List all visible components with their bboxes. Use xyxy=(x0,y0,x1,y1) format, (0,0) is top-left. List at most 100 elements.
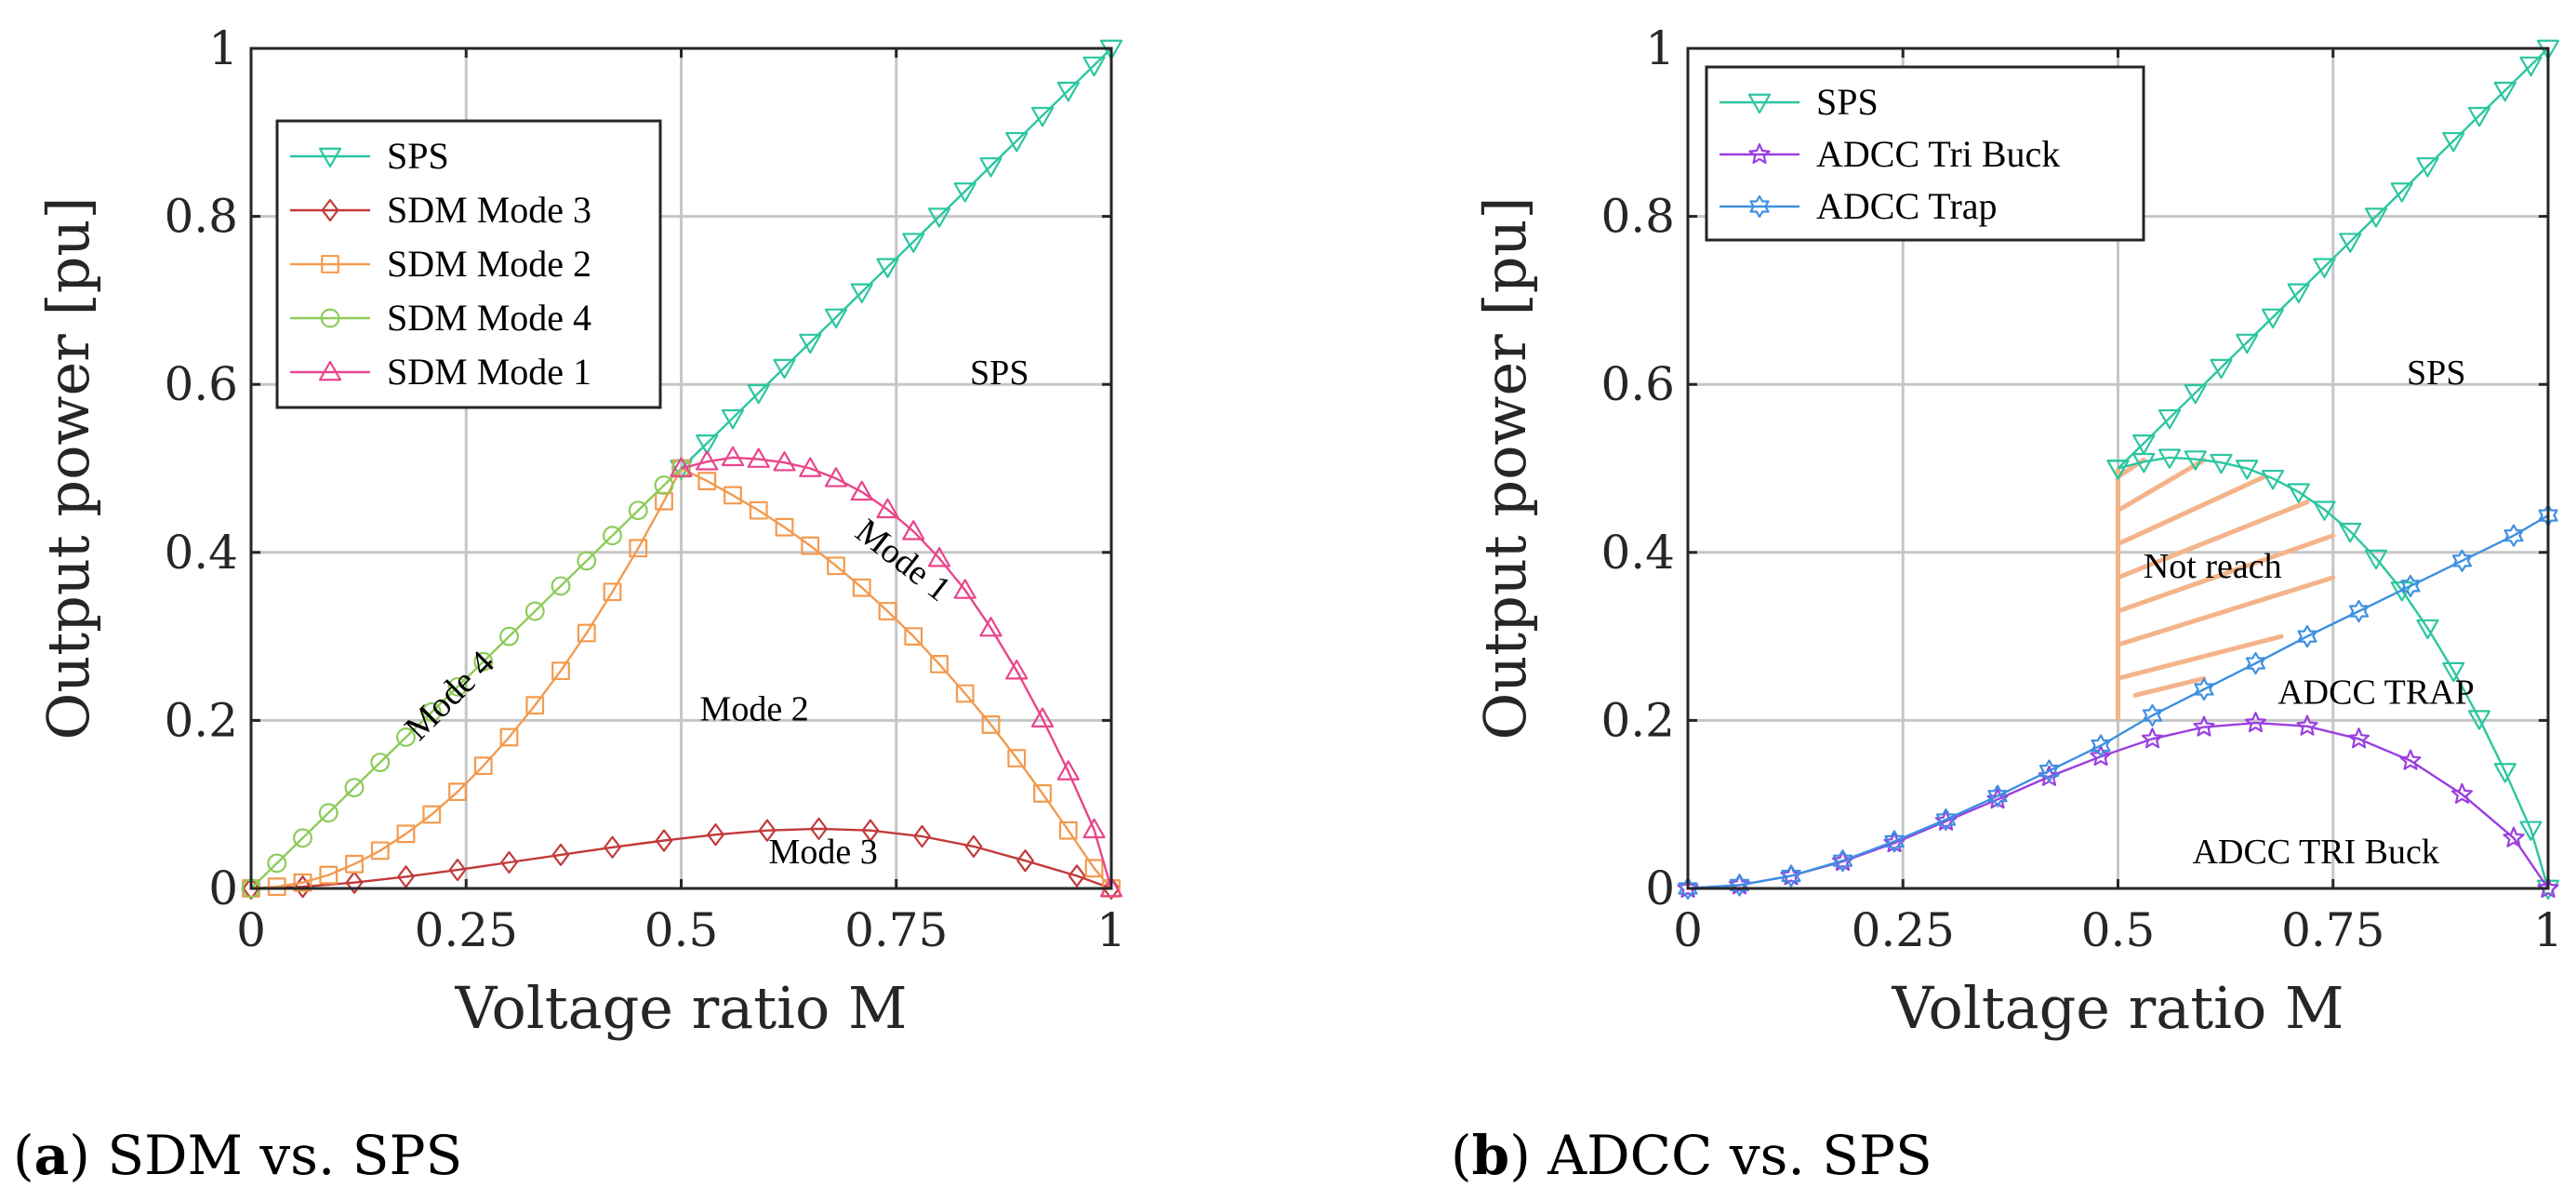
data-point xyxy=(1884,830,1905,853)
data-point xyxy=(2184,383,2207,405)
data-point xyxy=(242,876,260,901)
legend-entry: SDM Mode 2 xyxy=(290,243,591,285)
series-sdm-mode-4 xyxy=(241,459,691,899)
data-point xyxy=(344,778,365,798)
region-hatch-line xyxy=(2116,457,2207,514)
data-point xyxy=(964,834,983,858)
data-point xyxy=(396,824,416,844)
data-point xyxy=(2450,782,2474,804)
data-point xyxy=(2313,258,2336,278)
region-hatch-line xyxy=(2116,533,2336,614)
data-point xyxy=(397,865,415,888)
data-point xyxy=(2236,460,2259,480)
data-point xyxy=(2244,712,2267,733)
data-point xyxy=(1729,874,1750,897)
y-tick-label: 0.8 xyxy=(1600,190,1675,244)
legend-entry: ADCC Tri Buck xyxy=(1720,133,2060,175)
data-point xyxy=(2399,749,2422,770)
panel-b-adcc-vs-sps: Not reach 0 0.25 0.5 0.75 1 0 0.2 0.4 0.6 0.8 1 Volt… xyxy=(1451,21,2563,1187)
data-point xyxy=(473,756,493,776)
legend-entry: SDM Mode 1 xyxy=(290,351,591,393)
region-hatch-line xyxy=(2116,500,2310,580)
data-point xyxy=(861,819,880,842)
region-hatch-line xyxy=(2116,575,2336,647)
series-adcc-trap xyxy=(1678,504,2558,901)
series-sdm-mode-1 xyxy=(670,446,1123,898)
data-point xyxy=(2537,876,2559,898)
legend-marker xyxy=(321,198,339,222)
data-point xyxy=(319,865,339,885)
series-sps xyxy=(670,39,1123,480)
legend-marker xyxy=(1748,142,1771,164)
data-point xyxy=(2261,469,2285,490)
annotation-label: ADCC TRI Buck xyxy=(2193,833,2439,872)
x-tick-label: 0.75 xyxy=(2281,903,2384,957)
data-point xyxy=(2210,453,2233,474)
data-point xyxy=(697,472,717,490)
data-point xyxy=(852,578,871,597)
data-point xyxy=(1781,864,1801,887)
data-point xyxy=(824,467,848,487)
data-point xyxy=(655,829,673,852)
data-point xyxy=(448,782,467,802)
data-point xyxy=(2297,625,2317,648)
data-point xyxy=(499,727,519,747)
data-point xyxy=(2236,333,2259,354)
y-tick-label: 1 xyxy=(208,21,238,75)
data-point xyxy=(2090,745,2112,767)
data-point xyxy=(2106,460,2130,480)
x-tick-label: 1 xyxy=(2533,903,2563,957)
data-point xyxy=(2467,710,2491,730)
data-point xyxy=(2348,599,2370,623)
data-point xyxy=(2141,727,2164,749)
data-point xyxy=(654,475,674,496)
data-point xyxy=(1084,859,1104,878)
data-point xyxy=(747,447,770,468)
y-tick-label: 0.2 xyxy=(1600,693,1675,747)
data-point xyxy=(2519,56,2543,77)
data-point xyxy=(2193,715,2215,737)
data-point xyxy=(2339,522,2362,543)
data-point xyxy=(2313,500,2336,521)
data-point xyxy=(773,451,796,472)
data-point xyxy=(773,358,796,380)
data-point xyxy=(293,873,312,892)
y-tick-label: 0.8 xyxy=(164,190,238,244)
data-point xyxy=(1082,818,1106,839)
data-point xyxy=(1102,876,1121,901)
data-point xyxy=(422,805,442,824)
data-point xyxy=(2493,763,2516,783)
x-tick-label: 1 xyxy=(1096,903,1126,957)
series-sdm-mode-3 xyxy=(242,817,1121,901)
data-point xyxy=(2287,483,2310,503)
data-point xyxy=(628,500,648,521)
data-point xyxy=(2390,182,2413,203)
data-point xyxy=(2364,549,2388,570)
legend: SPS ADCC Tri Buck ADCC Trap xyxy=(1705,65,2145,242)
data-point xyxy=(878,602,897,621)
y-tick-label: 1 xyxy=(1645,21,1675,75)
data-point xyxy=(707,823,724,847)
data-point xyxy=(696,450,719,471)
data-point xyxy=(448,859,467,882)
caption-paren: ( xyxy=(1451,1124,1472,1187)
data-point xyxy=(629,539,648,558)
data-point xyxy=(2347,727,2370,749)
series-line xyxy=(250,827,1112,890)
data-point xyxy=(2210,358,2233,380)
data-point xyxy=(799,333,822,354)
panel-caption: (b) ADCC vs. SPS xyxy=(1451,1124,1932,1187)
data-point xyxy=(1082,56,1106,77)
data-point xyxy=(2287,283,2310,303)
data-point xyxy=(979,157,1003,178)
data-point xyxy=(824,308,848,329)
data-point xyxy=(318,803,339,823)
data-point xyxy=(670,457,693,477)
data-point xyxy=(2132,434,2156,455)
data-point xyxy=(1033,784,1052,803)
data-point xyxy=(749,500,768,520)
x-tick-label: 0.5 xyxy=(644,903,719,957)
annotation-label: SPS xyxy=(2407,354,2465,393)
data-point xyxy=(876,258,899,278)
